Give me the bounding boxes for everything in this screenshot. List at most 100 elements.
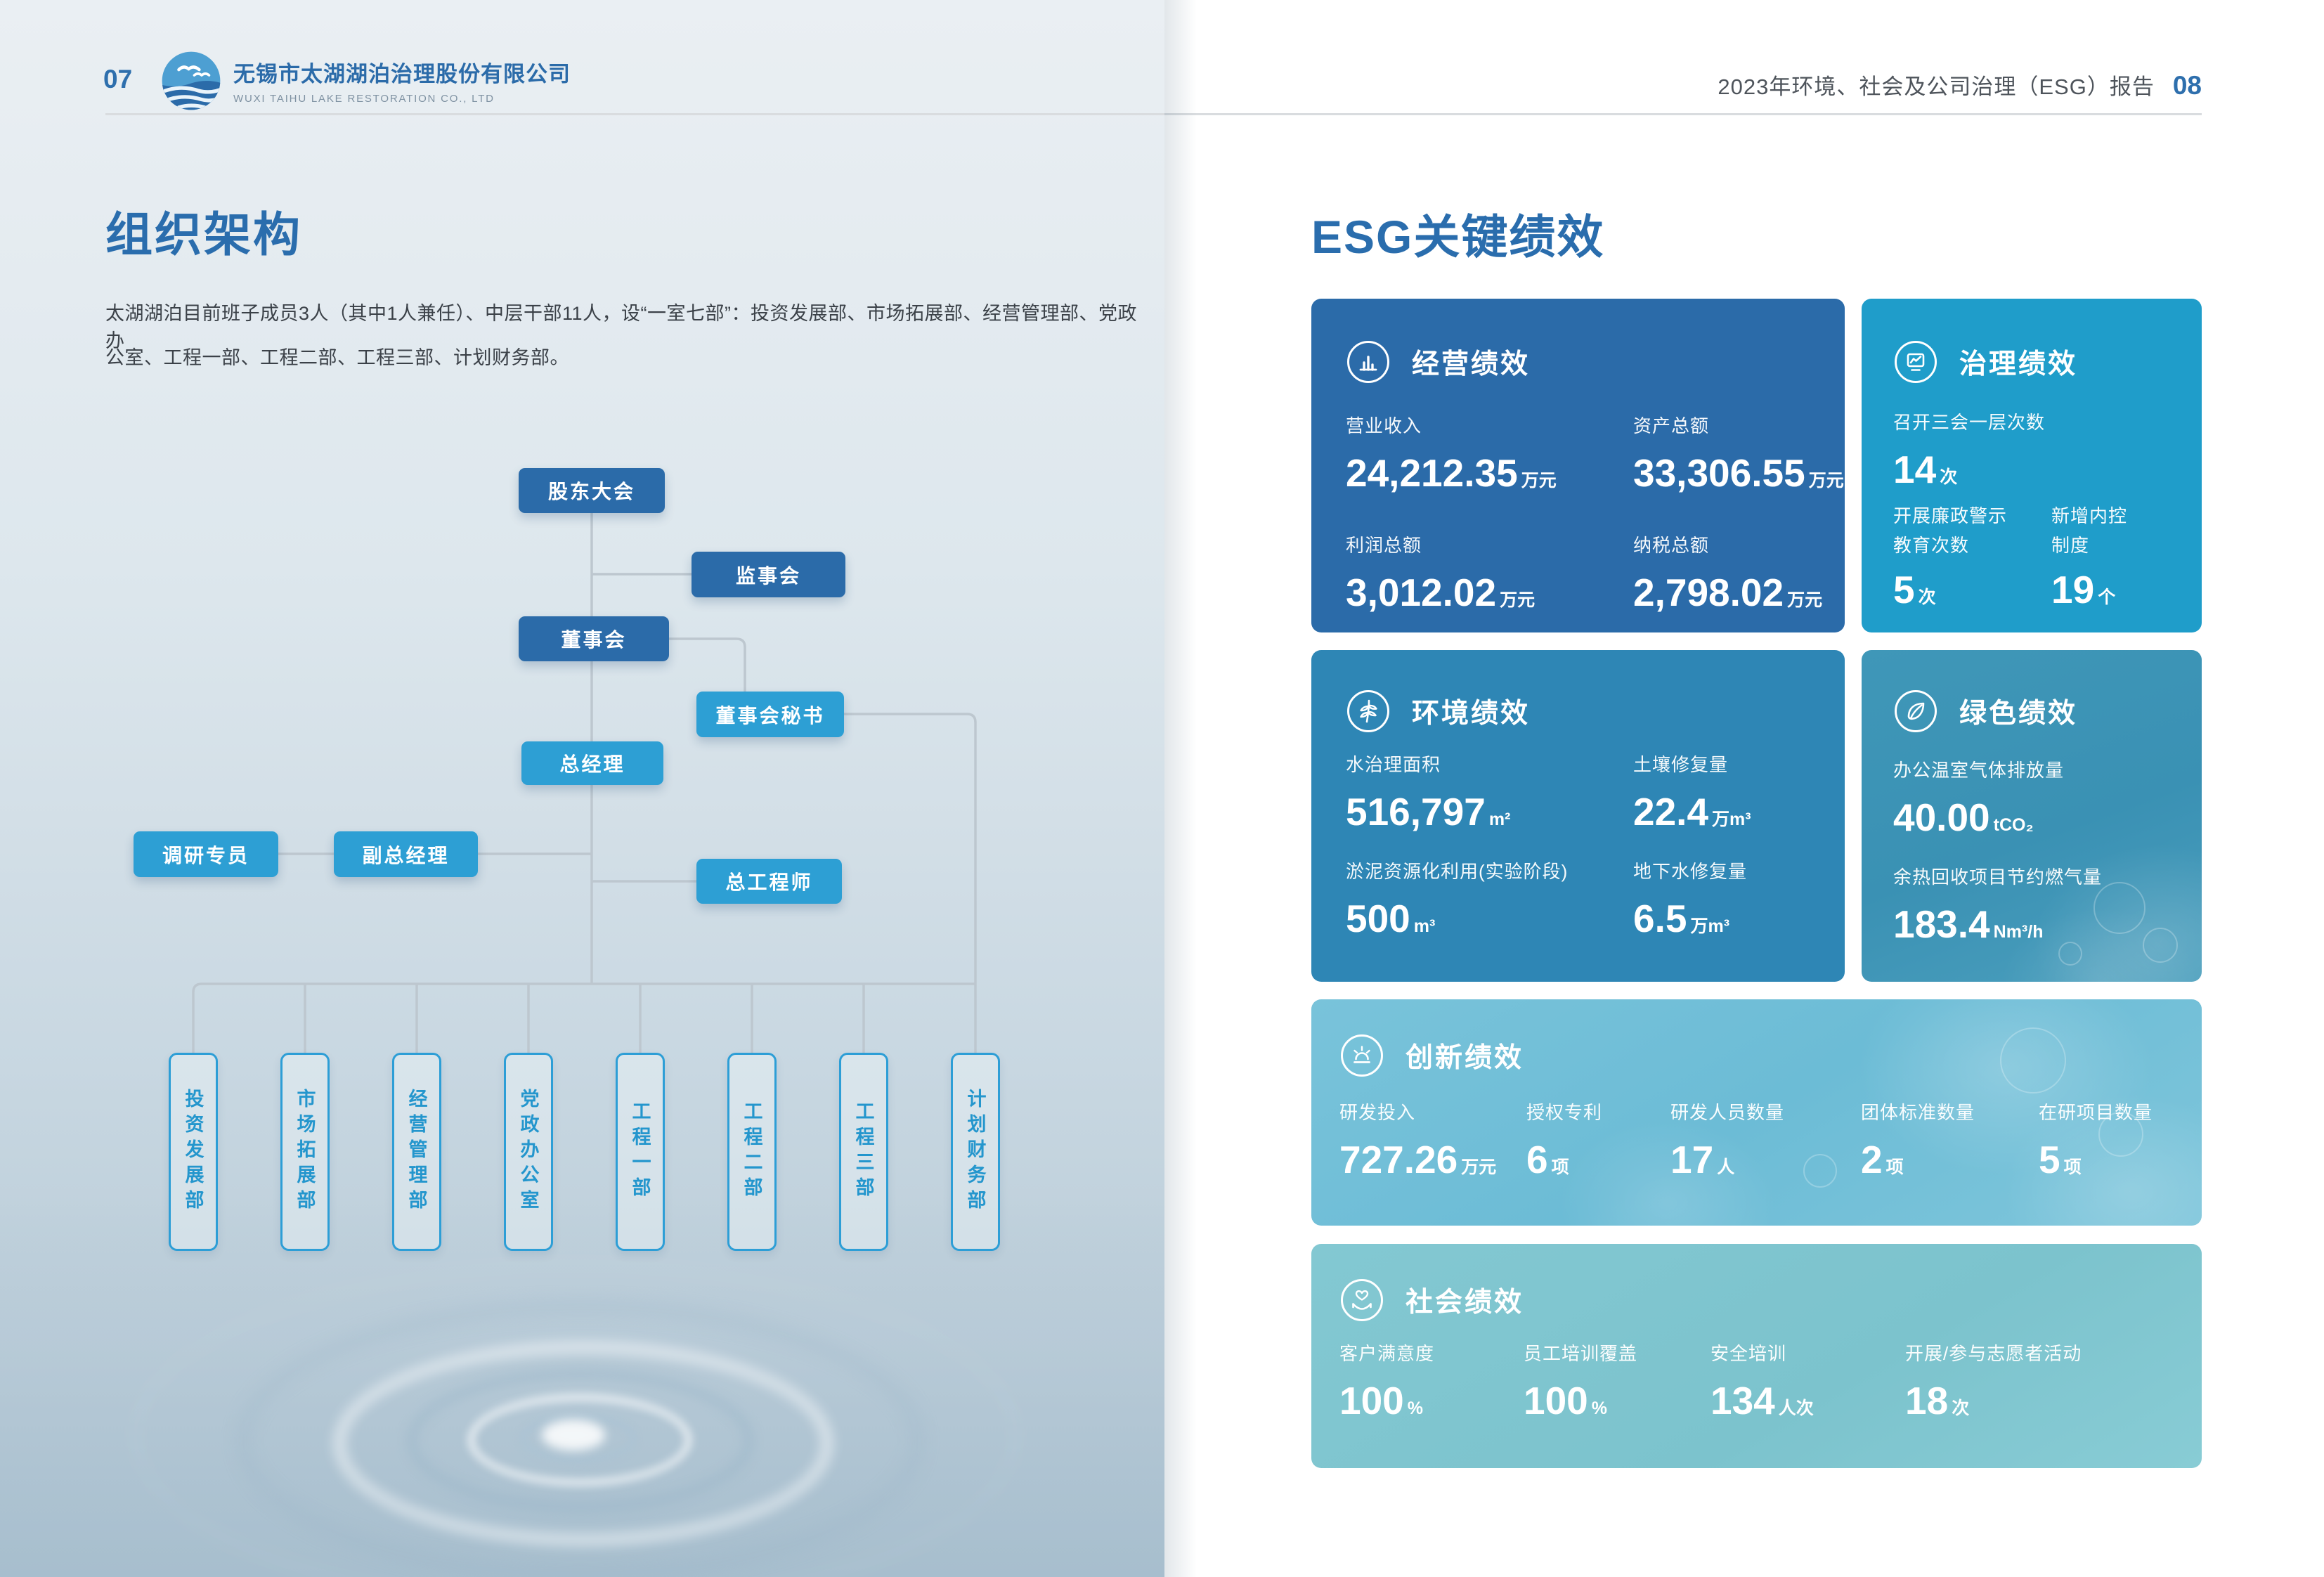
bubble-decoration — [2000, 1027, 2066, 1093]
card-title: 经营绩效 — [1412, 349, 1531, 379]
card-title: 环境绩效 — [1412, 699, 1531, 729]
card-business-performance: 经营绩效 营业收入 24,212.35 万元 资产总额 33,306.55 万元 利… — [1311, 299, 1845, 632]
metric-training-coverage: 员工培训覆盖 100% — [1524, 1343, 1638, 1422]
intro-paragraph-line2: 公室、工程一部、工程二部、工程三部、计划财务部。 — [105, 347, 569, 368]
left-page: 07 无锡市太湖湖泊治理股份有限公司 WUXI TAIHU LAKE RESTO… — [0, 0, 1164, 1577]
intro-paragraph-line1: 太湖湖泊目前班子成员3人（其中1人兼任）、中层干部11人，设“一室七部”：投资发… — [105, 303, 1138, 351]
org-node-deputy-gm: 副总经理 — [334, 831, 478, 877]
org-node-research-specialist: 调研专员 — [134, 831, 278, 877]
dept-label: 计划财务部 — [964, 1089, 986, 1215]
company-name-block: 无锡市太湖湖泊治理股份有限公司 WUXI TAIHU LAKE RESTORAT… — [233, 56, 571, 105]
bubble-decoration — [1803, 1154, 1837, 1188]
right-page: 2023年环境、社会及公司治理（ESG）报告 08 ESG关键绩效 经营绩效 营… — [1164, 0, 2324, 1577]
metric-new-internal-controls: 新增内控 制度 19 个 — [2051, 505, 2128, 611]
org-dept-planning-finance: 计划财务部 — [951, 1053, 1000, 1251]
droplet-splash — [542, 1420, 605, 1451]
bubble-decoration — [2143, 928, 2178, 963]
metric-gas-saved: 余热回收项目节约燃气量 183.4 Nm³/h — [1893, 867, 2103, 946]
header-rule — [105, 113, 2202, 115]
card-environment-performance: 环境绩效 水治理面积 516,797 m² 土壤修复量 22.4 万m³ 淤泥资源化… — [1311, 650, 1845, 982]
ripple-ring — [408, 1370, 753, 1511]
metric-soil-remediation: 土壤修复量 22.4 万m³ — [1633, 754, 1751, 833]
card-title: 治理绩效 — [1959, 349, 2078, 379]
wheat-icon — [1347, 690, 1389, 732]
metric-groundwater-remediation: 地下水修复量 6.5 万m³ — [1633, 861, 1748, 940]
card-title: 社会绩效 — [1406, 1287, 1524, 1318]
card-social-performance: 社会绩效 客户满意度 100% 员工培训覆盖 100% 安全培训 134 人次 开… — [1311, 1244, 2202, 1468]
dept-label: 经营管理部 — [405, 1089, 427, 1215]
company-name-en: WUXI TAIHU LAKE RESTORATION CO., LTD — [233, 93, 495, 105]
ripple-ring — [240, 1304, 921, 1577]
dept-label: 工程三部 — [852, 1101, 874, 1202]
metric-safety-training: 安全培训 134 人次 — [1710, 1343, 1814, 1422]
metric-rd-staff: 研发人员数量 17 人 — [1670, 1102, 1785, 1181]
hands-heart-icon — [1341, 1279, 1383, 1321]
org-dept-market-expansion: 市场拓展部 — [280, 1053, 330, 1251]
metric-total-profit: 利润总额 3,012.02 万元 — [1346, 535, 1536, 614]
bubble-decoration — [2058, 942, 2082, 966]
company-name-cn: 无锡市太湖湖泊治理股份有限公司 — [233, 62, 571, 86]
leaf-icon — [1895, 690, 1937, 732]
org-node-board-of-directors: 董事会 — [519, 616, 669, 661]
org-node-label: 调研专员 — [162, 844, 249, 867]
org-node-shareholders-meeting: 股东大会 — [519, 468, 665, 513]
org-dept-operation-management: 经营管理部 — [392, 1053, 441, 1251]
metric-meetings-held: 召开三会一层次数 14 次 — [1893, 412, 2046, 491]
org-node-label: 副总经理 — [362, 844, 450, 867]
dept-label: 工程一部 — [629, 1101, 651, 1202]
page-gutter-shadow — [1164, 0, 1197, 1577]
dept-label: 党政办公室 — [517, 1089, 539, 1215]
org-dept-engineering-2: 工程二部 — [727, 1053, 777, 1251]
org-node-label: 股东大会 — [547, 481, 635, 502]
left-page-title: 组织架构 — [105, 209, 302, 261]
dept-label: 工程二部 — [741, 1101, 762, 1202]
org-node-board-secretary: 董事会秘书 — [696, 692, 844, 737]
org-node-label: 总经理 — [559, 753, 625, 775]
org-dept-party-admin-office: 党政办公室 — [504, 1053, 553, 1251]
org-dept-engineering-3: 工程三部 — [839, 1053, 888, 1251]
metric-customer-satisfaction: 客户满意度 100% — [1339, 1343, 1435, 1422]
metric-revenue: 营业收入 24,212.35 万元 — [1346, 415, 1557, 495]
metric-rd-investment: 研发投入 727.26 万元 — [1339, 1102, 1497, 1181]
org-node-chief-engineer: 总工程师 — [696, 859, 842, 904]
ripple-ring — [521, 1415, 636, 1462]
org-node-general-manager: 总经理 — [521, 741, 663, 785]
report-title: 2023年环境、社会及公司治理（ESG）报告 — [1718, 74, 2155, 99]
bubble-decoration — [2093, 882, 2146, 934]
bar-chart-icon — [1347, 341, 1389, 383]
lamp-icon — [1341, 1034, 1383, 1077]
right-page-title: ESG关键绩效 — [1311, 211, 1605, 263]
org-node-label: 监事会 — [735, 564, 801, 587]
bubble-decoration — [2098, 1112, 2143, 1157]
ripple-ring — [468, 1394, 692, 1486]
org-dept-engineering-1: 工程一部 — [616, 1053, 665, 1251]
metric-sludge-reuse: 淤泥资源化利用(实验阶段) 500 m³ — [1346, 861, 1569, 940]
card-green-performance: 绿色绩效 办公温室气体排放量 40.00 tCO₂ 余热回收项目节约燃气量 183… — [1862, 650, 2202, 982]
card-title: 创新绩效 — [1406, 1043, 1524, 1073]
dept-label: 市场拓展部 — [294, 1089, 316, 1215]
company-logo-icon — [162, 51, 221, 110]
metric-volunteer-activities: 开展/参与志愿者活动 18 次 — [1905, 1343, 2082, 1422]
metric-total-assets: 资产总额 33,306.55 万元 — [1633, 415, 1844, 495]
org-node-label: 董事会 — [561, 629, 627, 651]
org-node-label: 董事会秘书 — [715, 704, 825, 727]
metric-total-tax: 纳税总额 2,798.02 万元 — [1633, 535, 1823, 614]
org-node-label: 总工程师 — [725, 871, 813, 893]
left-page-number: 07 — [103, 65, 133, 93]
metric-water-treatment-area: 水治理面积 516,797 m² — [1346, 754, 1511, 833]
metric-ghg-emissions: 办公温室气体排放量 40.00 tCO₂ — [1893, 760, 2065, 839]
chart-monitor-icon — [1895, 341, 1937, 383]
right-page-header: 2023年环境、社会及公司治理（ESG）报告 08 — [1718, 69, 2202, 100]
org-node-supervisory-board: 监事会 — [692, 552, 845, 597]
org-dept-investment-development: 投资发展部 — [169, 1053, 218, 1251]
dept-label: 投资发展部 — [182, 1089, 204, 1215]
card-title: 绿色绩效 — [1959, 699, 2078, 729]
right-page-number: 08 — [2172, 71, 2202, 100]
